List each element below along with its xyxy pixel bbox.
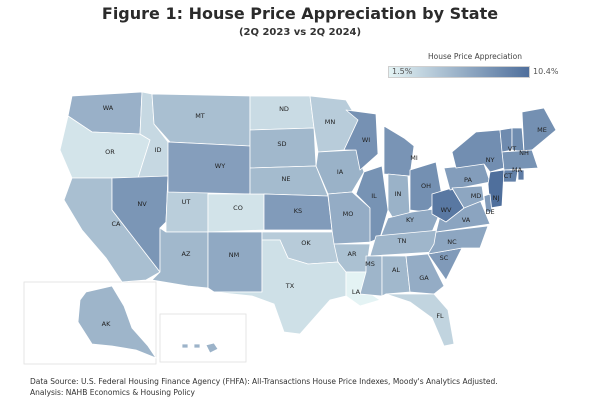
state-label-me: ME [537,126,547,134]
state-label-ct: CT [504,172,513,180]
state-label-nc: NC [447,238,457,246]
state-label-ny: NY [486,156,495,164]
analysis-credit: Analysis: NAHB Economics & Housing Polic… [30,388,195,397]
state-shape-nc [427,225,489,255]
state-label-va: VA [462,216,471,224]
state-label-la: LA [352,288,361,296]
state-shape-nj [487,169,505,209]
state-shape-hi [193,343,201,349]
state-label-oh: OH [421,182,431,190]
state-label-sd: SD [277,140,286,148]
state-label-ut: UT [182,198,191,206]
state-label-nh: NH [519,149,529,157]
state-shape-ri [517,169,525,181]
state-shape-nd [249,95,315,131]
state-shape-fl [385,293,455,347]
state-label-ne: NE [282,175,291,183]
state-shape-mo [327,191,373,245]
legend-gradient-bar [388,66,530,78]
state-shape-ms [359,255,383,297]
state-label-pa: PA [464,176,473,184]
state-shape-tx [213,239,347,335]
state-label-nm: NM [229,251,239,259]
state-shape-hi [181,343,189,349]
state-label-ma: MA [512,166,523,174]
state-shape-ga [405,253,445,295]
state-label-ga: GA [419,274,429,282]
state-shape-wv [431,187,465,223]
state-label-mn: MN [325,118,336,126]
state-label-mi: MI [410,154,418,162]
state-label-vt: VT [508,145,516,153]
state-shapes [59,91,557,359]
map-subtitle: (2Q 2023 vs 2Q 2024) [238,27,362,38]
state-label-ky: KY [406,216,414,224]
chart-footnote: Data Source: U.S. Federal Housing Financ… [30,376,590,398]
state-label-wv: WV [441,206,452,214]
state-shape-sd [249,127,317,169]
hawaii-inset-frame [159,313,247,363]
state-label-sc: SC [440,254,449,262]
state-shape-ma [501,149,539,171]
state-label-de: DE [485,208,494,216]
state-shape-ny [451,129,505,173]
state-shape-ak [77,285,157,359]
data-source-note: Data Source: U.S. Federal Housing Financ… [30,377,498,386]
legend-min-label: 1.5% [392,67,413,76]
legend-max-label: 10.4% [533,67,559,76]
state-shape-co [207,193,265,233]
state-shape-al [381,255,411,297]
state-labels: WA OR CA ID NV UT AZ MT WY CO NM ND SD NE KS OK TX MN IA MO… [102,104,547,328]
state-shape-ky [379,207,443,239]
state-label-fl: FL [436,312,444,320]
map-title: Figure 1: House Price Appreciation by St… [101,4,499,23]
state-shape-me [521,107,557,153]
state-shape-mt [151,93,251,147]
state-shape-de [483,193,493,213]
state-label-ms: MS [365,260,375,268]
state-shape-wy [167,141,251,195]
state-label-wi: WI [362,136,370,144]
state-label-ia: IA [337,168,344,176]
state-label-ca: CA [112,220,122,228]
state-label-tx: TX [285,282,295,290]
state-label-in: IN [395,190,402,198]
state-label-or: OR [105,148,115,156]
state-label-co: CO [233,204,243,212]
state-label-al: AL [392,266,400,274]
state-shape-hi [205,342,219,354]
state-label-md: MD [471,192,482,200]
state-shape-wi [343,109,379,171]
state-label-ks: KS [294,207,302,215]
state-label-nv: NV [137,200,147,208]
state-label-il: IL [371,192,377,200]
state-label-ok: OK [301,239,311,247]
state-label-ar: AR [348,250,357,258]
state-label-nd: ND [279,105,289,113]
alaska-inset-frame [23,281,157,365]
state-label-az: AZ [182,250,191,258]
state-label-mo: MO [343,210,354,218]
state-shape-az [151,227,209,289]
state-shape-md [451,185,485,209]
state-label-tn: TN [397,237,407,245]
state-label-nj: NJ [493,194,500,202]
state-label-mt: MT [195,112,205,120]
inset-frames [23,281,247,365]
state-label-id: ID [155,146,162,154]
legend-title: House Price Appreciation [428,52,522,61]
state-label-wy: WY [215,162,225,170]
state-shape-mi [383,125,415,177]
state-label-ak: AK [102,320,111,328]
state-shape-nm [207,231,263,293]
state-label-wa: WA [103,104,114,112]
